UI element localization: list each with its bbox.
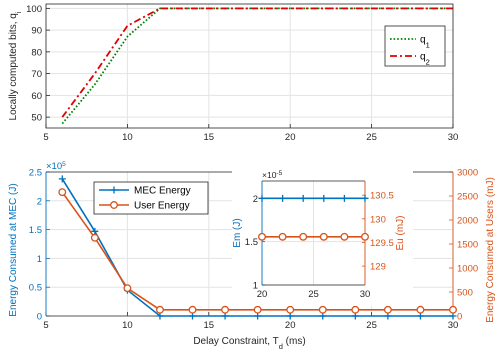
top-legend-label-2: q2 — [420, 52, 430, 67]
inset-right-y-tick-label: 130 — [370, 214, 386, 225]
bottom-left-y-tick-label: 2 — [37, 196, 42, 207]
inset-left-y-tick-label: 1 — [253, 281, 258, 292]
inset-left-y-tick-label: 2 — [253, 194, 258, 205]
top-y-tick-label: 60 — [31, 91, 42, 102]
bottom-legend-label-1: MEC Energy — [134, 186, 191, 197]
bottom-left-y-axis-label: Energy Consumed at MEC (J) — [8, 183, 19, 316]
bottom-left-y-tick-label: 0.5 — [29, 283, 42, 294]
bottom-x-tick-label: 25 — [366, 320, 377, 331]
inset-left-y-axis-label: Em (J) — [232, 218, 243, 247]
inset-series-1-point — [320, 194, 328, 202]
inset-series-1-point — [279, 194, 287, 202]
bottom-series-1-point — [91, 227, 99, 235]
top-x-tick-label: 25 — [366, 132, 377, 143]
bottom-left-y-tick-label: 0 — [37, 312, 42, 323]
top-x-tick-label: 20 — [285, 132, 296, 143]
bottom-series-2-point — [58, 188, 67, 197]
bottom-series-2-point — [221, 305, 230, 314]
bottom-series-2-point — [416, 305, 425, 314]
inset-series-2-point — [340, 232, 349, 241]
top-x-tick-label: 15 — [204, 132, 215, 143]
bottom-series-2-point — [449, 305, 457, 314]
top-legend-label-1: q1 — [420, 35, 430, 50]
top-x-tick-label: 30 — [448, 132, 459, 143]
bottom-x-tick-label: 30 — [448, 320, 459, 331]
inset-series-1-point — [258, 194, 266, 202]
bottom-right-y-tick-label: 1000 — [457, 264, 478, 275]
bottom-right-y-tick-label: 1500 — [457, 240, 478, 251]
bottom-x-tick-label: 10 — [122, 320, 133, 331]
inset-series-2-point — [319, 232, 328, 241]
bottom-right-y-axis-label: Energy Consumed at Users (mJ) — [485, 177, 496, 323]
bottom-series-2-point — [383, 305, 392, 314]
bottom-right-y-tick-label: 0 — [457, 312, 462, 323]
bottom-series-2-point — [123, 284, 132, 293]
inset-series-2-point — [361, 232, 369, 241]
bottom-series-2-point — [318, 305, 327, 314]
inset-x-tick-label: 30 — [360, 289, 371, 300]
top-y-tick-label: 90 — [31, 26, 42, 37]
bottom-left-multiplier: ×105 — [46, 161, 66, 173]
inset-right-y-tick-label: 129.5 — [370, 238, 394, 249]
bottom-right-y-tick-label: 3000 — [457, 168, 478, 179]
bottom-x-tick-label: 5 — [43, 320, 48, 331]
bottom-right-y-tick-label: 2500 — [457, 192, 478, 203]
top-series-line-2 — [61, 7, 453, 118]
bottom-series-2-point — [286, 305, 295, 314]
bottom-right-y-tick-label: 500 — [457, 288, 473, 299]
bottom-x-axis-label: Delay Constraint, Td (ms) — [193, 336, 305, 351]
bottom-legend-marker-1 — [110, 186, 118, 194]
bottom-series-2-point — [156, 305, 164, 314]
top-y-tick-label: 100 — [26, 4, 42, 15]
bottom-x-tick-label: 15 — [204, 320, 215, 331]
top-x-tick-label: 5 — [43, 132, 48, 143]
top-legend-box — [384, 25, 446, 67]
inset-right-y-tick-label: 130.5 — [370, 191, 394, 202]
inset-series-2-point — [278, 232, 287, 241]
inset-series-1-point — [361, 194, 369, 202]
inset-left-multiplier: ×10-5 — [262, 170, 283, 181]
top-y-tick-label: 70 — [31, 69, 42, 80]
bottom-left-y-tick-label: 1 — [37, 254, 42, 265]
inset-series-1-point — [340, 194, 348, 202]
bottom-right-y-tick-label: 2000 — [457, 216, 478, 227]
bottom-series-2-point — [188, 305, 197, 314]
bottom-series-1-point — [58, 175, 66, 183]
inset-left-y-tick-label: 1.5 — [245, 237, 258, 248]
inset-x-tick-label: 20 — [257, 289, 268, 300]
bottom-series-2-point — [351, 305, 360, 314]
bottom-left-y-tick-label: 1.5 — [29, 225, 42, 236]
bottom-series-2-point — [253, 305, 262, 314]
bottom-legend-label-2: User Energy — [134, 201, 190, 212]
bottom-legend-marker-2 — [110, 201, 118, 209]
top-plot-frame — [45, 3, 454, 129]
top-x-tick-label: 10 — [122, 132, 133, 143]
inset-series-1-point — [299, 194, 307, 202]
inset-right-y-tick-label: 129 — [370, 262, 386, 273]
top-y-tick-label: 80 — [31, 47, 42, 58]
bottom-x-tick-label: 20 — [285, 320, 296, 331]
inset-series-2-point — [299, 232, 308, 241]
bottom-series-2-point — [90, 233, 99, 242]
top-y-tick-label: 50 — [31, 113, 42, 124]
inset-right-y-axis-label: Eu (mJ) — [395, 216, 406, 251]
bottom-legend: MEC Energy User Energy — [93, 181, 209, 215]
inset-chart: 20 25 30 1 1.5 2 129 129.5 130 130.5 ×10-5 Em (J) Eu… — [232, 170, 406, 301]
inset-x-tick-label: 25 — [308, 289, 319, 300]
bottom-left-y-tick-label: 2.5 — [29, 168, 42, 179]
inset-series-2-point — [258, 232, 266, 241]
top-y-axis-label: Locally computed bits, qi — [8, 11, 23, 120]
